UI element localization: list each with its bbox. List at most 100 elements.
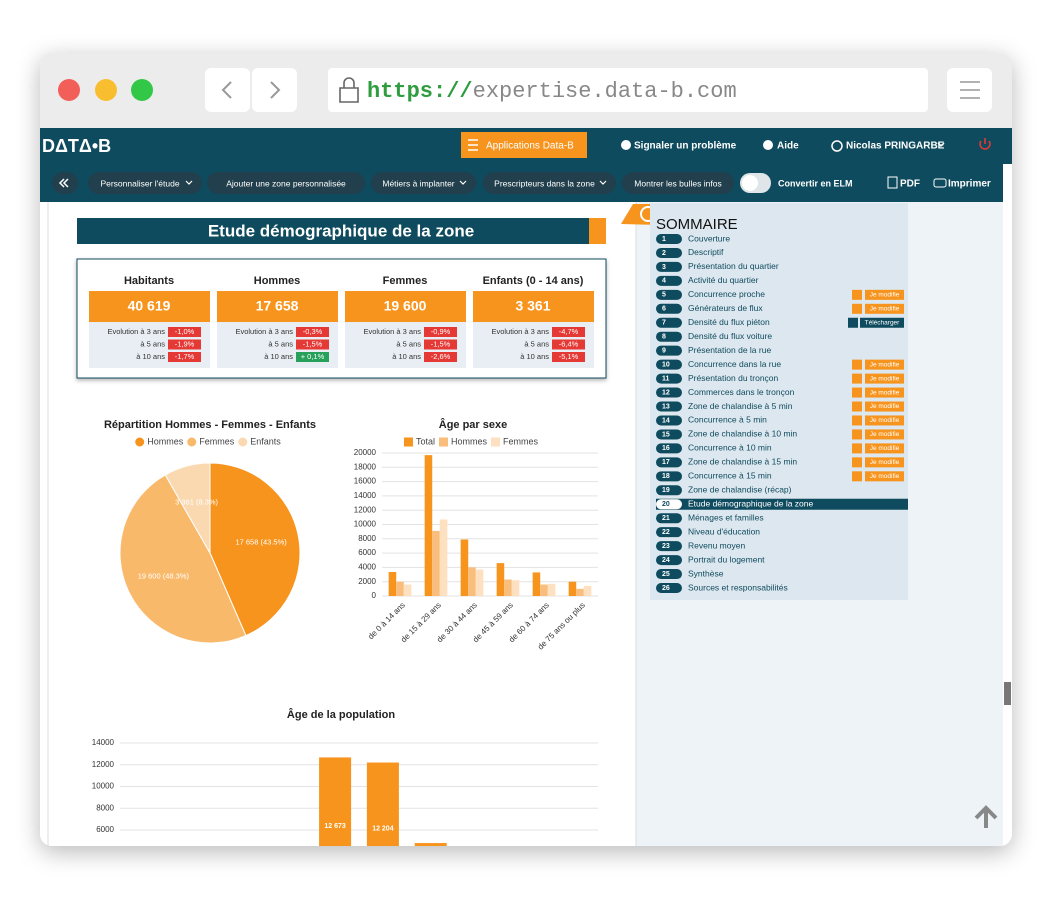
summary-number-label: 9: [662, 348, 666, 355]
evolution-label: Evolution à 3 ans: [235, 327, 293, 336]
applications-button: [461, 132, 587, 158]
section-title-accent: [589, 218, 606, 244]
toolbar-button-label[interactable]: Ajouter une zone personnalisée: [226, 178, 346, 188]
summary-link[interactable]: Zone de chalandise à 15 min: [688, 457, 797, 467]
summary-link[interactable]: Densité du flux piéton: [688, 317, 770, 327]
toolbar-button-label[interactable]: Métiers à implanter: [382, 178, 454, 188]
summary-number: [656, 317, 682, 328]
legend-marker: [491, 437, 501, 447]
edit-button-label[interactable]: Je modifie: [870, 417, 900, 424]
summary-link[interactable]: Ménages et familles: [688, 512, 764, 522]
summary-link[interactable]: Concurrence à 5 min: [688, 415, 767, 425]
toolbar-button-label[interactable]: Personnaliser l'étude: [100, 178, 179, 188]
url-host: expertise.data-b.com: [473, 79, 737, 104]
summary-number-label: 17: [662, 459, 670, 466]
summary-number-label: 16: [662, 445, 670, 452]
url: https://expertise.data-b.com: [367, 79, 737, 104]
y-tick-label: 8000: [358, 534, 376, 543]
summary-link[interactable]: Revenu moyen: [688, 540, 745, 550]
download-button-label[interactable]: Télécharger: [865, 319, 901, 326]
y-tick-label: 14000: [92, 738, 115, 747]
summary-link[interactable]: Présentation du quartier: [688, 261, 779, 271]
summary-number-label: 21: [662, 515, 670, 522]
edit-button-label[interactable]: Je modifie: [870, 431, 900, 438]
edit-button-label[interactable]: Je modifie: [870, 361, 900, 368]
chart-title: Âge de la population: [287, 708, 395, 721]
edit-button-label[interactable]: Je modifie: [870, 389, 900, 396]
summary-link[interactable]: Zone de chalandise à 5 min: [688, 401, 793, 411]
edit-button-label[interactable]: Je modifie: [870, 445, 900, 452]
edit-button-label[interactable]: Je modifie: [870, 403, 900, 410]
summary-title: SOMMAIRE: [656, 216, 738, 233]
y-tick-label: 6000: [358, 548, 376, 557]
summary-number-label: 2: [662, 250, 666, 257]
bar: [532, 572, 541, 596]
summary-link[interactable]: Couverture: [688, 233, 730, 243]
legend-marker: [238, 437, 248, 447]
summary-number: [656, 569, 682, 580]
evolution-badge: [424, 352, 457, 362]
summary-link[interactable]: Activité du quartier: [688, 275, 759, 285]
y-tick-label: 20000: [354, 448, 377, 457]
edit-button-label[interactable]: Je modifie: [870, 375, 900, 382]
toolbar-button: [483, 172, 616, 194]
y-tick-label: 10000: [354, 520, 377, 529]
lock-icon: [339, 77, 359, 103]
stat-label: Enfants (0 - 14 ans): [483, 275, 584, 287]
stat-value: 40 619: [128, 298, 171, 314]
summary-link[interactable]: Descriptif: [688, 247, 724, 257]
help-link[interactable]: Aide: [777, 141, 799, 152]
summary-number: [656, 303, 682, 314]
stat-label: Femmes: [383, 275, 428, 287]
evolution-value: -1,9%: [175, 339, 195, 348]
report-link[interactable]: Signaler un problème: [634, 141, 737, 152]
evolution-value: -2,6%: [431, 352, 451, 361]
stat-value: 17 658: [256, 298, 299, 314]
summary-link[interactable]: Sources et responsabilités: [688, 582, 788, 592]
edit-button-label[interactable]: Je modifie: [870, 473, 900, 480]
summary-link[interactable]: Concurrence à 15 min: [688, 471, 772, 481]
summary-link[interactable]: Concurrence dans la rue: [688, 359, 781, 369]
summary-link[interactable]: Zone de chalandise à 10 min: [688, 429, 797, 439]
collapse-icon: [58, 178, 69, 188]
print-button[interactable]: Imprimer: [948, 179, 991, 190]
summary-link[interactable]: Présentation de la rue: [688, 345, 771, 355]
summary-link[interactable]: Densité du flux voiture: [688, 331, 772, 341]
pie-slice: [209, 462, 301, 637]
summary-link[interactable]: Commerces dans le tronçon: [688, 387, 795, 397]
chevron: [459, 180, 467, 185]
summary-link[interactable]: Niveau d'éducation: [688, 526, 760, 536]
legend-label: Hommes: [147, 436, 184, 446]
stat-label: Habitants: [124, 275, 174, 287]
applications-link[interactable]: Applications Data-B: [486, 141, 574, 152]
bar: [366, 762, 399, 846]
summary-number: [656, 373, 682, 384]
window-control: [95, 79, 117, 101]
summary-number-label: 13: [662, 403, 670, 410]
evolution-badge: [296, 339, 329, 350]
summary-link[interactable]: Présentation du tronçon: [688, 373, 779, 383]
evolution-badge: [296, 327, 329, 337]
summary-link[interactable]: Portrait du logement: [688, 554, 765, 564]
edit-icon: [852, 373, 862, 384]
summary-link[interactable]: Zone de chalandise (récap): [688, 485, 792, 495]
evolution-label: Evolution à 3 ans: [107, 327, 165, 336]
elm-label[interactable]: Convertir en ELM: [778, 178, 853, 188]
summary-link[interactable]: Concurrence proche: [688, 289, 765, 299]
edit-button-label[interactable]: Je modifie: [870, 306, 900, 313]
summary-number-label: 20: [662, 501, 670, 508]
edit-button-label[interactable]: Je modifie: [870, 459, 900, 466]
pdf-button[interactable]: PDF: [900, 179, 920, 190]
summary-number-label: 3: [662, 264, 666, 271]
summary-link[interactable]: Etude démographique de la zone: [688, 498, 814, 508]
user-menu[interactable]: Nicolas PRINGARBE: [846, 141, 945, 152]
edit-button: [865, 429, 904, 440]
legend-label: Hommes: [451, 436, 488, 446]
edit-button-label[interactable]: Je modifie: [870, 292, 900, 299]
toolbar-button-label[interactable]: Prescripteurs dans la zone: [494, 178, 595, 188]
summary-link[interactable]: Générateurs de flux: [688, 303, 763, 313]
summary-link[interactable]: Concurrence à 10 min: [688, 443, 772, 453]
summary-number-label: 25: [662, 571, 670, 578]
summary-link[interactable]: Synthèse: [688, 568, 724, 578]
toolbar-button-label[interactable]: Montrer les bulles infos: [634, 178, 721, 188]
